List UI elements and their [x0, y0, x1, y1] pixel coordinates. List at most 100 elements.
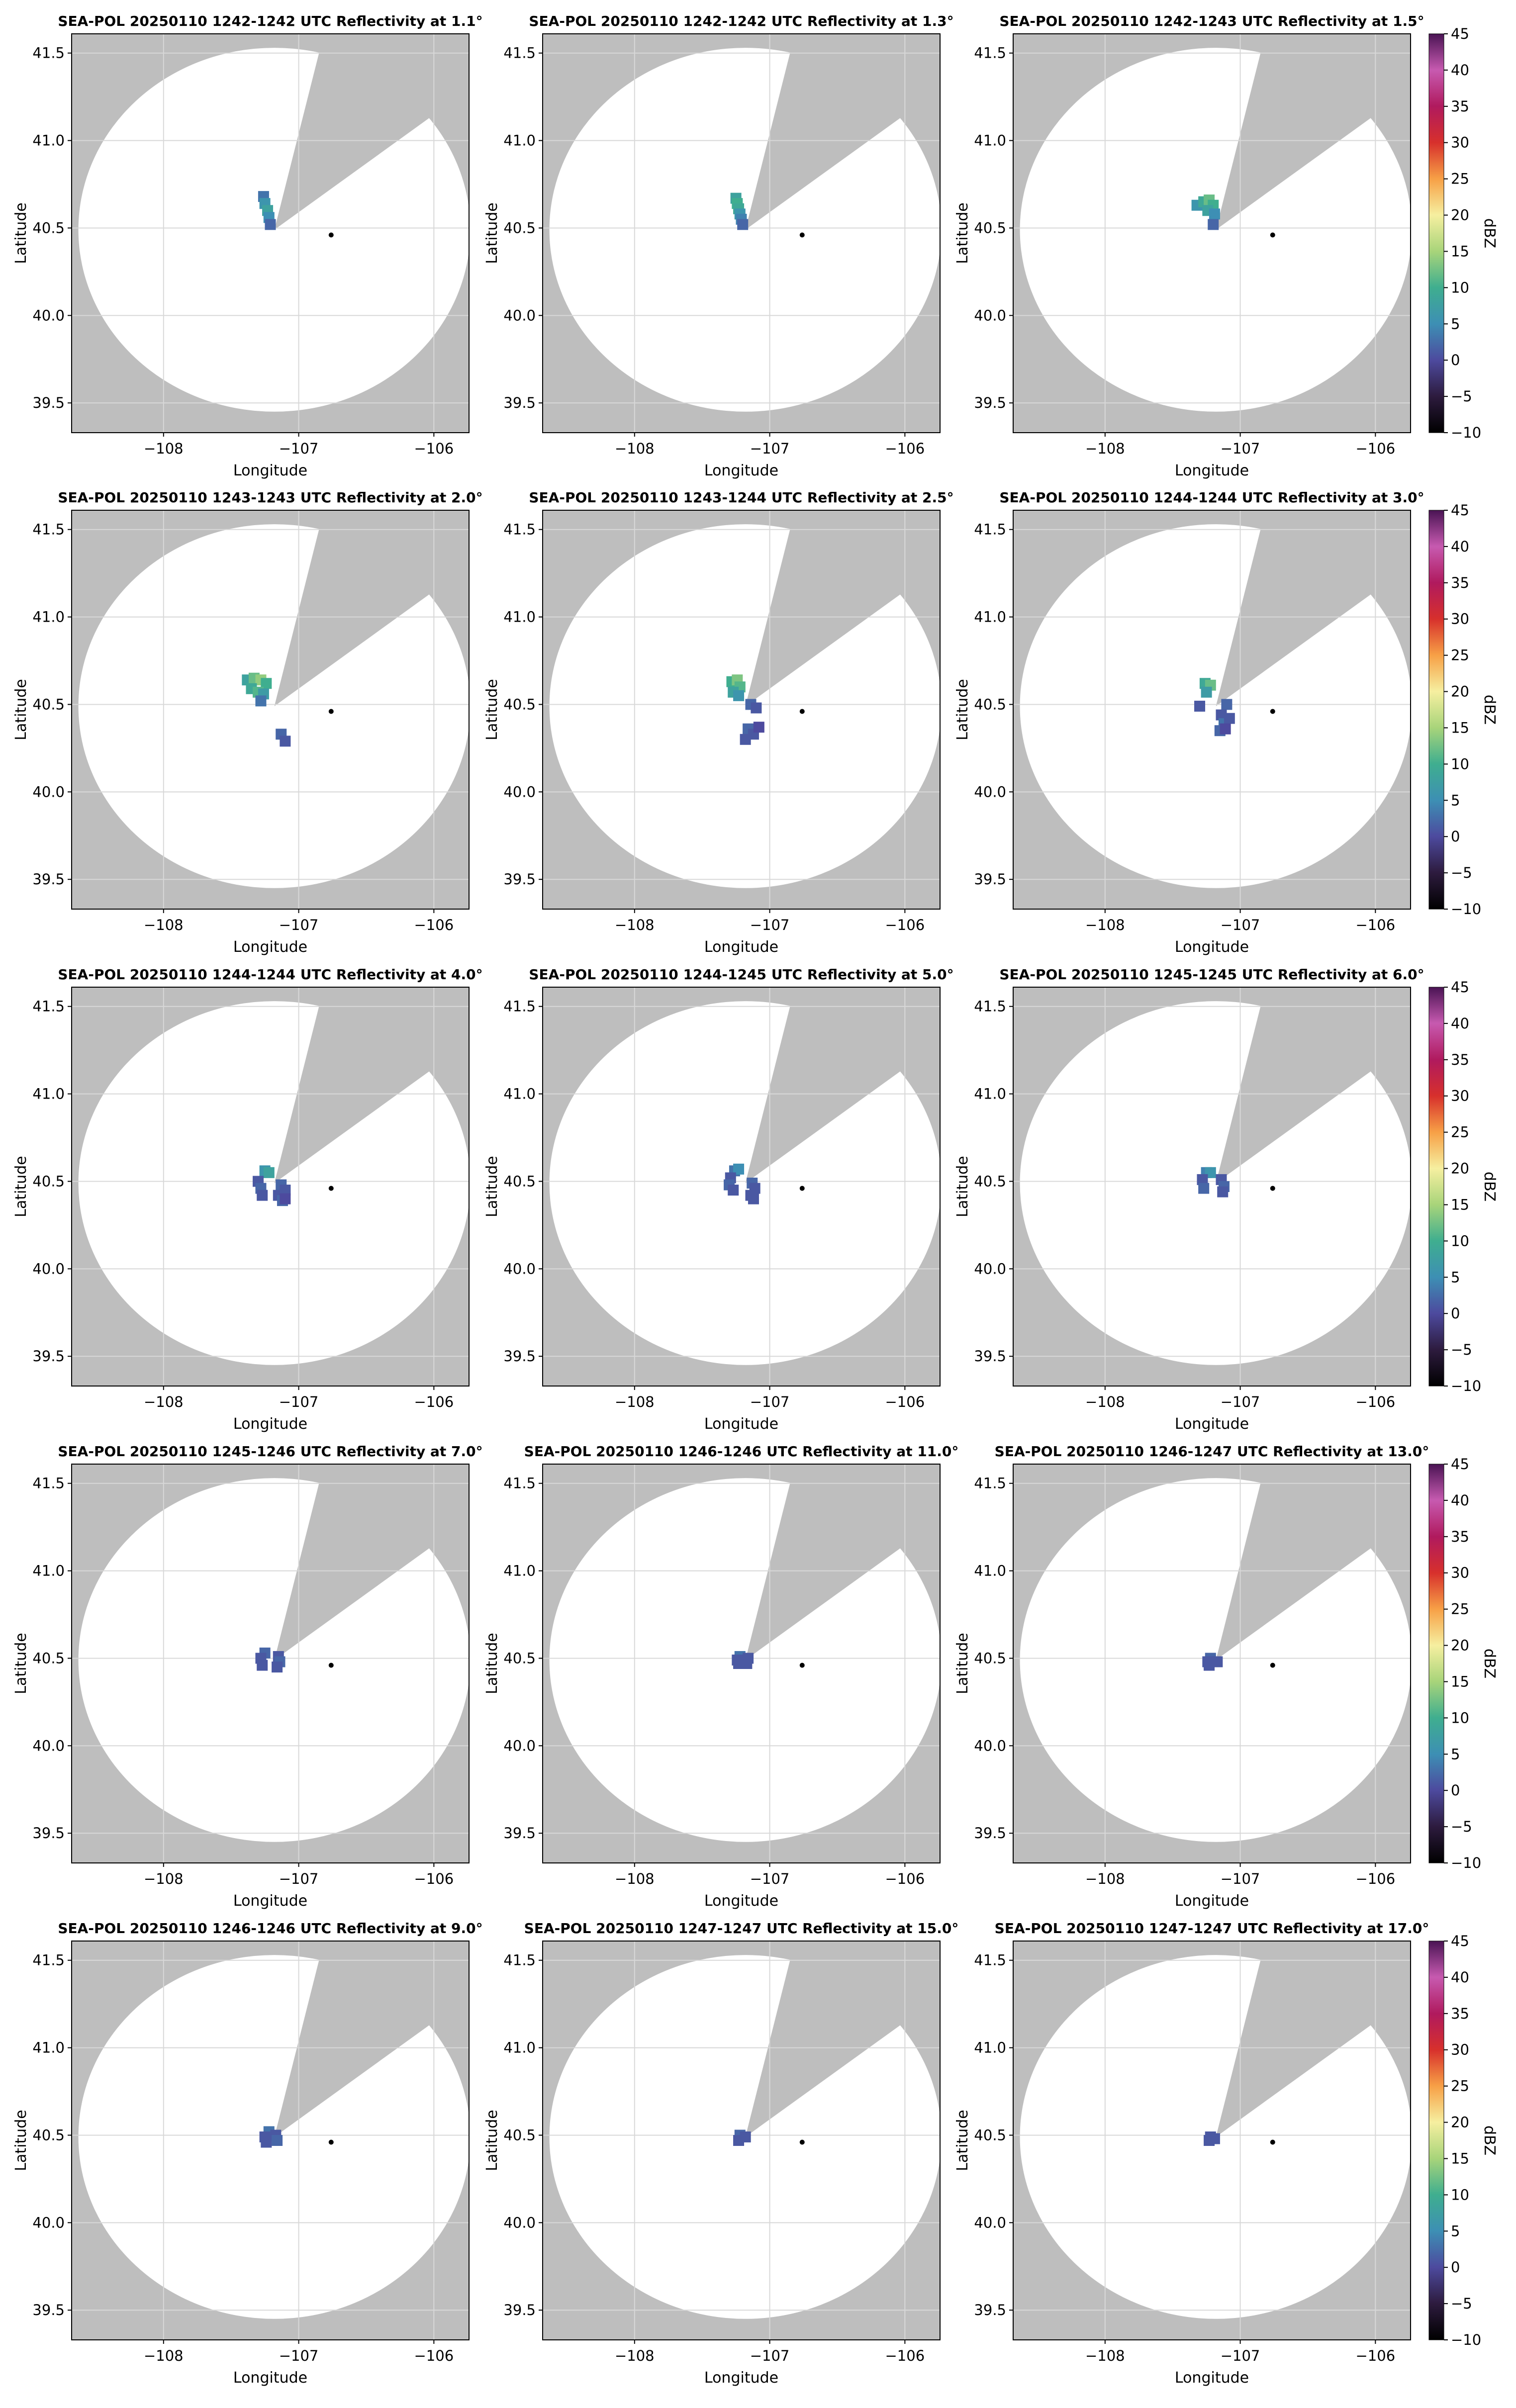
- colorbar-tick-label: 30: [1451, 134, 1469, 151]
- y-tick-label: 41.5: [32, 1952, 65, 1969]
- y-tick-label: 41.5: [974, 1475, 1006, 1492]
- x-tick-label: −108: [144, 1870, 184, 1887]
- colorbar-tick-label: 5: [1451, 792, 1460, 809]
- blocked-sector: [274, 34, 469, 230]
- y-tick-label: 39.5: [503, 394, 536, 411]
- y-axis-label: Latitude: [954, 1156, 971, 1217]
- y-tick-label: 40.0: [32, 307, 65, 324]
- x-tick-label: −108: [1085, 1870, 1125, 1887]
- echo: [257, 1190, 268, 1201]
- axes: [72, 34, 469, 433]
- colorbar-tick-label: 25: [1451, 1601, 1469, 1618]
- x-tick-label: −106: [885, 917, 925, 933]
- x-axis-label: Longitude: [704, 2369, 778, 2387]
- colorbar-tick-label: 5: [1451, 315, 1460, 332]
- colorbar-tick-label: 45: [1451, 1456, 1469, 1473]
- y-tick-label: 41.5: [32, 45, 65, 62]
- y-tick-label: 40.5: [32, 696, 65, 713]
- axes-frame: [542, 33, 941, 433]
- echo: [255, 695, 267, 707]
- x-tick-label: −106: [414, 440, 454, 457]
- y-tick-label: 41.0: [503, 1563, 536, 1579]
- y-tick-label: 40.0: [503, 1260, 536, 1277]
- colorbar: [1428, 510, 1444, 910]
- site-marker: [1270, 232, 1275, 238]
- colorbar-tick-label: 15: [1451, 1673, 1469, 1690]
- x-tick-label: −108: [1085, 917, 1125, 933]
- x-tick-label: −106: [1356, 2347, 1396, 2364]
- chart-title: SEA-POL 20250110 1246-1246 UTC Reflectiv…: [58, 1920, 482, 1937]
- y-tick-label: 41.0: [503, 1086, 536, 1103]
- colorbar-tick-label: 20: [1451, 207, 1469, 224]
- y-tick-label: 40.5: [32, 2127, 65, 2143]
- y-tick-label: 41.5: [974, 1952, 1006, 1969]
- y-tick-label: 39.5: [32, 394, 65, 411]
- echo: [280, 1193, 291, 1204]
- colorbar-tick-label: −5: [1451, 1818, 1472, 1835]
- chart-title: SEA-POL 20250110 1247-1247 UTC Reflectiv…: [995, 1920, 1429, 1937]
- x-tick-label: −108: [615, 2347, 655, 2364]
- y-tick-label: 41.0: [32, 1086, 65, 1103]
- site-marker: [1270, 1663, 1275, 1668]
- site-marker: [799, 232, 805, 238]
- site-marker: [328, 709, 334, 714]
- colorbar-tick-label: −10: [1451, 1378, 1481, 1394]
- axes-frame: [542, 1941, 941, 2340]
- y-tick-label: 40.0: [503, 307, 536, 324]
- y-tick-label: 41.0: [974, 609, 1006, 626]
- y-axis-label: Latitude: [483, 1156, 501, 1217]
- colorbar-tick-label: 40: [1451, 1015, 1469, 1032]
- y-tick-label: 39.5: [503, 2302, 536, 2318]
- y-axis-label: Latitude: [483, 2110, 501, 2171]
- colorbar-tick-label: 45: [1451, 25, 1469, 42]
- y-tick-label: 41.0: [32, 1563, 65, 1579]
- x-tick-label: −108: [615, 917, 655, 933]
- y-tick-label: 39.5: [974, 394, 1006, 411]
- axes: [72, 510, 469, 909]
- y-tick-label: 39.5: [32, 1825, 65, 1842]
- y-tick-label: 41.5: [503, 1952, 536, 1969]
- y-tick-label: 40.0: [503, 1737, 536, 1754]
- y-tick-label: 40.0: [974, 307, 1006, 324]
- x-tick-label: −107: [750, 1870, 790, 1887]
- colorbar: [1428, 33, 1444, 433]
- site-marker: [799, 709, 805, 714]
- x-tick-label: −107: [1221, 2347, 1260, 2364]
- echo: [748, 1193, 759, 1204]
- chart-title: SEA-POL 20250110 1244-1245 UTC Reflectiv…: [529, 966, 953, 983]
- x-tick-label: −106: [885, 1393, 925, 1410]
- chart-title: SEA-POL 20250110 1246-1246 UTC Reflectiv…: [524, 1443, 959, 1460]
- blocked-sector: [745, 1464, 940, 1660]
- echo: [1209, 208, 1220, 220]
- axes-frame: [1013, 510, 1411, 910]
- y-tick-label: 41.5: [503, 998, 536, 1015]
- site-marker: [328, 1663, 334, 1668]
- x-tick-label: −108: [144, 2347, 184, 2364]
- x-tick-label: −106: [885, 1870, 925, 1887]
- x-axis-label: Longitude: [704, 462, 778, 479]
- axes: [1013, 987, 1411, 1386]
- y-tick-label: 39.5: [503, 871, 536, 888]
- y-tick-label: 39.5: [974, 1348, 1006, 1365]
- chart-title: SEA-POL 20250110 1247-1247 UTC Reflectiv…: [524, 1920, 959, 1937]
- blocked-sector: [1216, 34, 1411, 230]
- y-tick-label: 40.5: [503, 219, 536, 236]
- echo: [1197, 1174, 1208, 1185]
- axes: [72, 1464, 469, 1863]
- site-marker: [799, 1186, 805, 1191]
- axes-frame: [71, 1464, 470, 1863]
- colorbar-tick-label: −10: [1451, 2331, 1481, 2348]
- x-tick-label: −106: [414, 2347, 454, 2364]
- colorbar-tick-label: 30: [1451, 1565, 1469, 1581]
- blocked-sector: [274, 1941, 469, 2137]
- y-axis-label: Latitude: [483, 202, 501, 264]
- y-tick-label: 40.5: [974, 2127, 1006, 2143]
- x-axis-label: Longitude: [233, 1415, 307, 1433]
- site-marker: [328, 2139, 334, 2145]
- x-tick-label: −107: [750, 1393, 790, 1410]
- axes-frame: [71, 1941, 470, 2340]
- colorbar-tick-label: 35: [1451, 574, 1469, 591]
- colorbar-tick-label: 0: [1451, 352, 1460, 369]
- x-tick-label: −108: [615, 1870, 655, 1887]
- colorbar-tick-label: 10: [1451, 2186, 1469, 2203]
